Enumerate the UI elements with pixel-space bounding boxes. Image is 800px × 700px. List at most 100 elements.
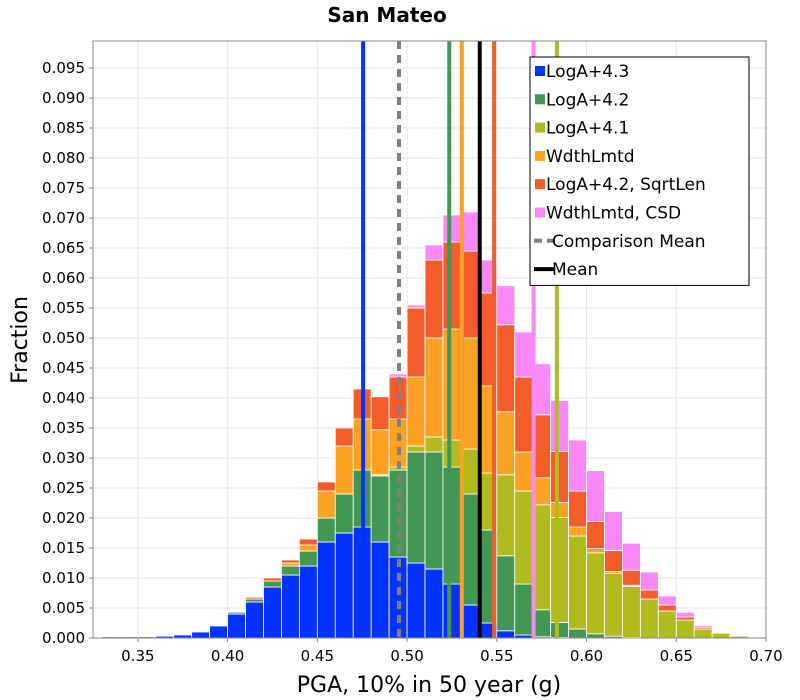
y-tick-label-3: 0.015 (42, 539, 85, 557)
bar-wdthlmtd-bin-27 (586, 548, 605, 554)
bar-loga-4-2-bin-17 (406, 451, 426, 564)
bar-wdthlmtd-bin-13 (334, 445, 354, 495)
bar-loga-4-2-sqrtlen-bin-19 (442, 241, 462, 330)
bar-loga-4-2-bin-16 (388, 469, 408, 558)
bar-loga-4-3-bin-13 (334, 532, 354, 639)
bar-loga-4-3-bin-5 (191, 631, 211, 639)
y-tick-label-6: 0.030 (42, 449, 85, 467)
legend-box (529, 56, 750, 286)
bar-loga-4-1-bin-30 (639, 598, 659, 639)
bar-wdthlmtd-bin-25 (550, 501, 569, 518)
y-tick-label-19: 0.095 (42, 59, 85, 77)
bar-loga-4-2-sqrtlen-bin-30 (639, 589, 659, 600)
y-tick-label-18: 0.090 (42, 89, 85, 107)
bar-wdthlmtd-csd-bin-28 (604, 510, 623, 551)
bar-loga-4-2-bin-12 (316, 517, 336, 543)
y-tick-label-2: 0.010 (42, 569, 85, 587)
bar-wdthlmtd-csd-bin-30 (639, 571, 659, 591)
bar-wdthlmtd-bin-12 (316, 490, 336, 519)
bar-loga-4-2-bin-8 (245, 598, 264, 603)
x-tick-label-4: 0.55 (480, 647, 513, 665)
legend-swatch-0 (535, 66, 545, 76)
legend-label-7: Mean (552, 260, 598, 280)
bar-loga-4-3-bin-22 (496, 630, 516, 639)
bar-wdthlmtd-bin-22 (496, 411, 516, 476)
legend-swatch-2 (535, 122, 545, 133)
bar-wdthlmtd-csd-bin-33 (693, 625, 713, 628)
x-axis-ticks: 0.35 0.40 0.45 0.50 0.55 0.60 0.65 0.70 (121, 638, 783, 665)
bar-loga-4-2-sqrtlen-bin-23 (514, 376, 534, 453)
x-axis-title: PGA, 10% in 50 year (g) (297, 673, 561, 698)
bar-loga-4-2-sqrtlen-bin-11 (298, 538, 318, 546)
bar-wdthlmtd-bin-26 (568, 526, 587, 537)
bar-loga-4-2-bin-27 (586, 633, 605, 639)
legend-swatch-5 (535, 207, 545, 218)
x-tick-label-5: 0.60 (570, 647, 603, 665)
legend-label-2: LogA+4.1 (546, 119, 629, 139)
legend-label-4: LogA+4.2, SqrtLen (546, 175, 706, 195)
bar-wdthlmtd-csd-bin-34 (711, 631, 731, 634)
bar-loga-4-3-bin-9 (263, 586, 282, 639)
x-tick-label-1: 0.40 (211, 647, 244, 665)
bar-loga-4-3-bin-6 (209, 625, 229, 639)
bar-loga-4-1-bin-33 (693, 628, 713, 639)
bar-loga-4-2-sqrtlen-bin-12 (316, 481, 336, 492)
bar-loga-4-2-sqrtlen-bin-22 (496, 324, 516, 413)
bar-wdthlmtd-csd-bin-19 (442, 214, 462, 243)
y-tick-label-10: 0.050 (42, 329, 85, 347)
bar-loga-4-2-bin-13 (334, 493, 354, 534)
bar-loga-4-3-bin-12 (316, 541, 336, 639)
bar-loga-4-1-bin-32 (675, 619, 695, 639)
bar-loga-4-2-sqrtlen-bin-17 (406, 307, 426, 378)
bar-loga-4-2-bin-19 (442, 466, 462, 585)
bar-wdthlmtd-bin-19 (442, 328, 462, 441)
legend-label-6: Comparison Mean (552, 232, 706, 252)
y-axis-title: Fraction (8, 296, 33, 384)
bar-loga-4-3-bin-18 (424, 568, 444, 639)
y-tick-label-4: 0.020 (42, 509, 85, 527)
bar-loga-4-1-bin-25 (550, 517, 569, 623)
bar-loga-4-2-bin-18 (424, 451, 444, 570)
bar-loga-4-3-bin-15 (370, 541, 390, 639)
bar-wdthlmtd-bin-23 (514, 451, 534, 492)
bar-loga-4-1-bin-19 (442, 439, 462, 468)
bar-wdthlmtd-csd-bin-16 (388, 373, 408, 378)
bar-loga-4-2-sqrtlen-bin-13 (334, 427, 354, 447)
bar-loga-4-1-bin-23 (514, 490, 534, 585)
bar-loga-4-2-bin-7 (227, 611, 246, 615)
legend-swatch-3 (535, 150, 545, 161)
legend-label-3: WdthLmtd (546, 147, 635, 167)
bar-loga-4-3-bin-10 (281, 574, 300, 639)
x-tick-label-3: 0.50 (390, 647, 423, 665)
bar-loga-4-2-sqrtlen-bin-27 (586, 521, 605, 549)
legend-label-5: WdthLmtd, CSD (546, 204, 681, 224)
bar-loga-4-2-bin-22 (496, 555, 516, 632)
bar-loga-4-3-bin-11 (298, 565, 318, 639)
bar-loga-4-1-bin-17 (406, 445, 426, 453)
legend-label-1: LogA+4.2 (546, 90, 629, 110)
y-tick-label-11: 0.055 (42, 299, 85, 317)
y-axis-ticks: 0.000 0.005 0.010 0.015 0.020 0.025 0.030 0.035… (42, 59, 93, 647)
legend: LogA+4.3 LogA+4.2 LogA+4.1 WdthLmtd LogA+4.2… (529, 56, 750, 286)
legend-swatch-1 (535, 94, 545, 105)
bar-loga-4-3-bin-7 (227, 613, 246, 639)
y-tick-label-5: 0.025 (42, 479, 85, 497)
bar-loga-4-2-bin-9 (263, 580, 282, 588)
bar-loga-4-3-bin-19 (442, 583, 462, 639)
y-tick-label-7: 0.035 (42, 419, 85, 437)
bar-loga-4-2-sqrtlen-bin-29 (622, 569, 641, 586)
bar-loga-4-1-bin-28 (604, 572, 623, 637)
bar-wdthlmtd-csd-bin-26 (568, 439, 587, 492)
chart-title: San Mateo (327, 3, 446, 27)
bar-loga-4-2-sqrtlen-bin-32 (675, 616, 695, 621)
bar-wdthlmtd-csd-bin-23 (514, 331, 534, 378)
bar-loga-4-2-bin-23 (514, 583, 534, 636)
bar-wdthlmtd-csd-bin-32 (675, 611, 695, 618)
y-tick-label-9: 0.045 (42, 359, 85, 377)
y-tick-label-12: 0.060 (42, 269, 85, 287)
y-tick-label-16: 0.080 (42, 149, 85, 167)
plot-area-frame (92, 40, 767, 639)
y-tick-label-1: 0.005 (42, 599, 85, 617)
bar-wdthlmtd-bin-15 (370, 429, 390, 476)
